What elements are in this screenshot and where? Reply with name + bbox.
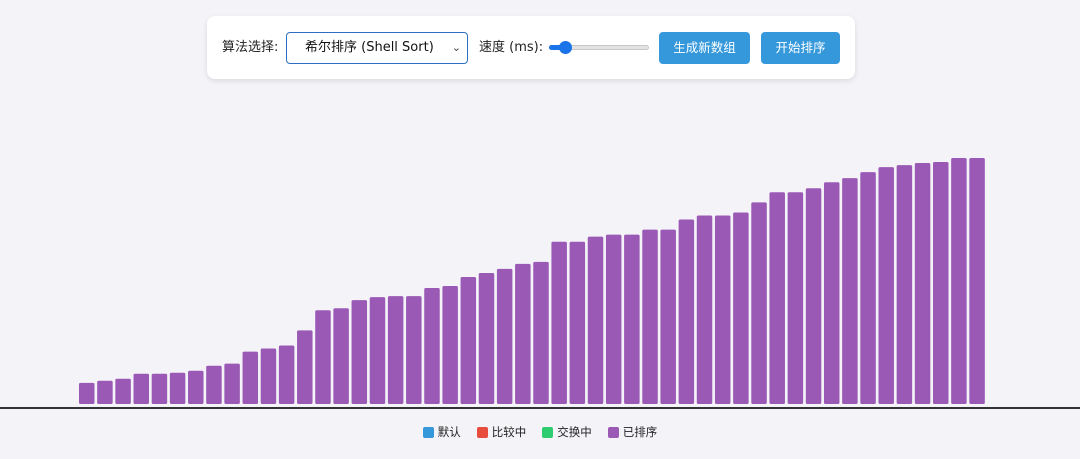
bar-5	[151, 373, 168, 404]
bar-3	[115, 378, 131, 404]
bar-40	[787, 192, 804, 404]
legend: 默认 比较中 交换中 已排序	[0, 422, 1080, 442]
legend-item: 比较中	[476, 424, 527, 440]
bar-24	[496, 268, 513, 404]
bar-4	[133, 373, 150, 404]
bar-23	[478, 272, 495, 404]
algorithm-select[interactable]: 希尔排序 (Shell Sort) ⌄	[286, 32, 468, 64]
bar-14	[315, 310, 331, 404]
bar-2	[97, 380, 113, 404]
bar-46	[896, 165, 913, 404]
legend-label: 比较中	[491, 425, 527, 439]
bar-16	[351, 300, 368, 404]
bar-37	[733, 212, 749, 404]
bar-39	[769, 192, 785, 404]
legend-item: 交换中	[542, 424, 592, 440]
legend-swatch	[607, 426, 619, 438]
bar-9	[224, 363, 240, 404]
legend-label: 默认	[437, 425, 461, 439]
bar-41	[805, 188, 822, 404]
legend-label: 已排序	[622, 425, 658, 439]
bar-43	[842, 178, 858, 404]
bar-50	[969, 158, 985, 404]
speed-slider-thumb[interactable]	[559, 41, 572, 54]
controls-panel: 算法选择: 希尔排序 (Shell Sort) ⌄ 速度 (ms): 生成新数组…	[207, 16, 855, 79]
bar-36	[714, 215, 731, 404]
bar-6	[169, 372, 186, 404]
bar-30	[605, 234, 622, 404]
bar-22	[460, 276, 477, 404]
algorithm-label: 算法选择:	[222, 40, 279, 55]
bar-25	[515, 263, 531, 404]
bar-15	[333, 308, 349, 404]
bar-12	[278, 345, 295, 404]
baseline	[0, 407, 1080, 409]
bar-38	[751, 202, 767, 404]
chevron-down-icon: ⌄	[451, 41, 461, 54]
legend-item: 默认	[422, 424, 461, 440]
bar-42	[823, 182, 840, 404]
legend-swatch	[476, 426, 488, 438]
legend-swatch	[422, 426, 434, 438]
bar-18	[387, 296, 404, 404]
bar-11	[260, 348, 277, 404]
bar-44	[860, 172, 876, 404]
algorithm-selected-value: 希尔排序 (Shell Sort)	[305, 40, 434, 55]
legend-swatch	[542, 426, 554, 438]
bar-17	[369, 297, 386, 404]
speed-slider[interactable]	[549, 40, 649, 56]
bar-8	[206, 365, 222, 404]
bar-1	[79, 382, 95, 404]
bar-34	[678, 219, 695, 404]
legend-label: 交换中	[557, 425, 592, 439]
bar-7	[188, 370, 204, 404]
bar-10	[242, 351, 259, 404]
bar-21	[442, 286, 458, 404]
legend-item: 已排序	[607, 424, 658, 440]
bar-19	[406, 296, 422, 404]
speed-slider-fill	[549, 45, 565, 50]
start-sort-button[interactable]: 开始排序	[761, 32, 840, 64]
bar-29	[587, 236, 604, 404]
bar-48	[932, 162, 949, 404]
bar-47	[914, 163, 931, 404]
bar-20	[424, 288, 440, 404]
bar-33	[660, 229, 676, 404]
bar-13	[297, 330, 313, 404]
bar-45	[878, 167, 894, 404]
generate-array-button[interactable]: 生成新数组	[659, 32, 750, 64]
bar-27	[551, 241, 567, 404]
bar-28	[569, 241, 586, 404]
bar-26	[533, 261, 549, 404]
bar-49	[951, 158, 967, 404]
bar-35	[696, 215, 713, 404]
bar-31	[624, 234, 640, 404]
bar-32	[642, 229, 658, 404]
speed-label: 速度 (ms):	[479, 40, 544, 55]
